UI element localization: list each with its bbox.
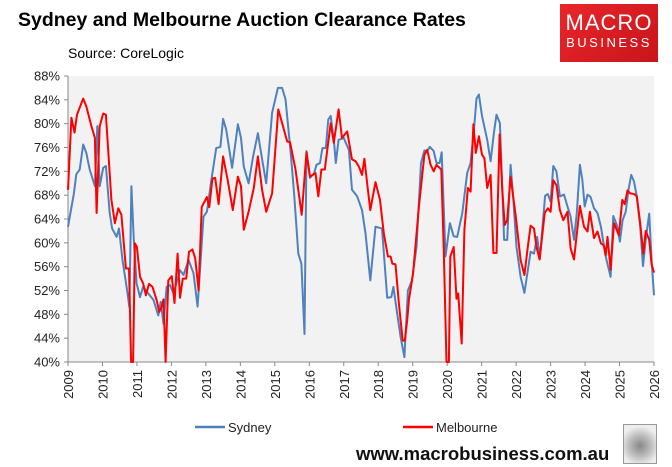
chart-title: Sydney and Melbourne Auction Clearance R…: [18, 9, 466, 31]
legend-label-sydney: Sydney: [228, 420, 272, 435]
logo-line-2: BUSINESS: [566, 35, 652, 50]
x-tick-label: 2009: [61, 370, 76, 399]
x-tick-label: 2022: [509, 370, 524, 399]
y-tick-label: 56%: [34, 259, 60, 274]
x-tick-label: 2019: [406, 370, 421, 399]
wolf-icon: [623, 424, 657, 464]
macrobusiness-logo: MACRO BUSINESS: [560, 4, 658, 62]
y-tick-label: 68%: [34, 188, 60, 203]
y-tick-label: 88%: [34, 69, 60, 84]
x-tick-label: 2010: [95, 370, 110, 399]
series-line-melbourne: [67, 97, 655, 363]
y-tick-label: 48%: [34, 307, 60, 322]
chart-subtitle: Source: CoreLogic: [68, 45, 184, 61]
x-tick-label: 2025: [613, 370, 628, 399]
x-tick-label: 2014: [233, 370, 248, 399]
plot-area: [68, 76, 654, 362]
legend: Sydney Melbourne: [195, 420, 497, 435]
x-tick-label: 2021: [475, 370, 490, 399]
x-axis: 2009 2010 2011 2012 2013 2014 2015 2016 2017 2018…: [61, 361, 662, 399]
y-tick-label: 72%: [34, 164, 60, 179]
x-tick-label: 2024: [578, 370, 593, 399]
legend-label-melbourne: Melbourne: [436, 420, 497, 435]
x-tick-label: 2023: [544, 370, 559, 399]
x-tick-label: 2011: [130, 370, 145, 398]
x-tick-label: 2016: [302, 370, 317, 399]
x-tick-label: 2017: [337, 370, 352, 399]
x-tick-label: 2026: [647, 370, 662, 399]
y-tick-label: 52%: [34, 283, 60, 298]
series-lines: [67, 86, 655, 363]
x-tick-label: 2018: [371, 370, 386, 399]
y-tick-label: 60%: [34, 235, 60, 250]
y-tick-label: 84%: [34, 92, 60, 107]
y-tick-label: 76%: [34, 140, 60, 155]
x-tick-label: 2012: [164, 370, 179, 399]
y-tick-label: 80%: [34, 116, 60, 131]
y-tick-label: 44%: [34, 331, 60, 346]
x-tick-label: 2013: [199, 370, 214, 399]
y-tick-label: 64%: [34, 212, 60, 227]
y-axis: 40% 44% 48% 52% 56% 60% 64% 68% 72% 76% 80% 84% 88%: [34, 69, 69, 370]
logo-line-1: MACRO: [565, 10, 653, 35]
x-tick-label: 2020: [440, 370, 455, 399]
y-tick-label: 40%: [34, 355, 60, 370]
footer-url: www.macrobusiness.com.au: [356, 443, 610, 464]
x-tick-label: 2015: [268, 370, 283, 399]
